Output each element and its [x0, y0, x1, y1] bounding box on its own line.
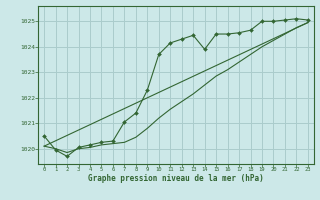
X-axis label: Graphe pression niveau de la mer (hPa): Graphe pression niveau de la mer (hPa): [88, 174, 264, 183]
